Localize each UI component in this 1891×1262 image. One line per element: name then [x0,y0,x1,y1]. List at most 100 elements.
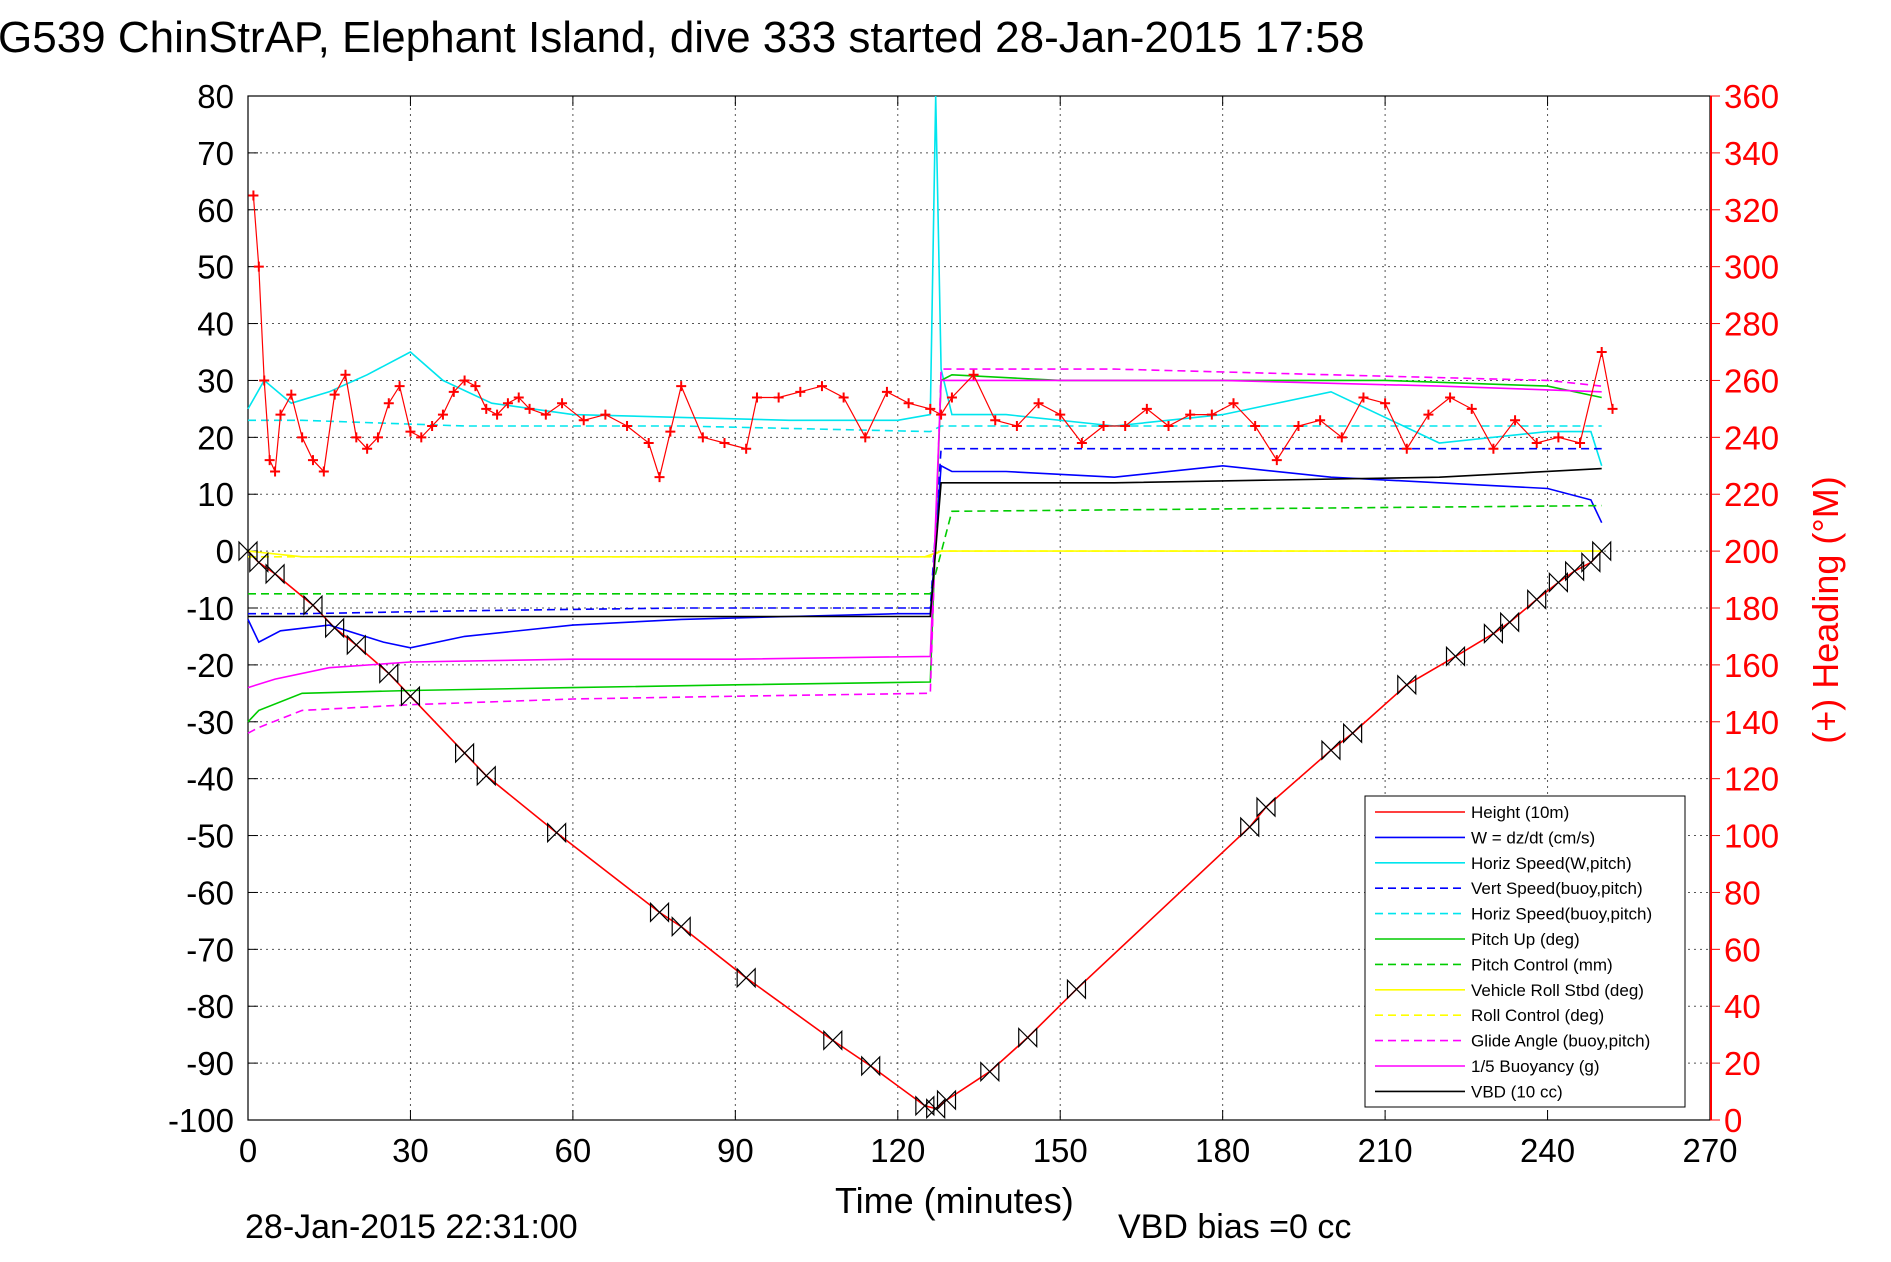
height-marker [454,742,475,764]
legend-entry: VBD (10 cc) [1471,1082,1563,1101]
heading-point [1575,438,1586,449]
heading-point [578,415,589,426]
series-line [247,368,1602,734]
heading-point [1445,392,1456,403]
x-ticks: 0 30 60 90 120 150 180 210 240 270 [239,96,1738,1169]
x-tick-label: 180 [1195,1132,1250,1169]
heading-point [697,432,708,443]
heading-point [259,375,270,386]
legend-entry: Vert Speed(buoy,pitch) [1471,879,1643,898]
heading-point [1271,455,1282,466]
y-tick-label: 30 [197,362,234,399]
x-axis-label: Time (minutes) [835,1180,1074,1221]
legend-box [1364,795,1686,1108]
heading-point [1098,420,1109,431]
height-markers [238,540,1612,1120]
height-marker [249,552,269,573]
heading-point [492,409,503,420]
y-tick-label-right: 360 [1724,78,1779,115]
y-tick-label-right: 180 [1724,590,1779,627]
footer-timestamp: 28-Jan-2015 22:31:00 [245,1208,578,1246]
legend-entry: W = dz/dt (cm/s) [1471,828,1595,847]
height-marker [1565,560,1585,582]
heading-point [622,420,633,431]
height-marker [325,617,345,639]
series-line [248,447,1602,615]
heading-point [1163,420,1174,431]
y-ticks-right: 3603403203002802602402202001801601401201… [1710,78,1779,1139]
y-tick-label: 0 [216,533,234,570]
series-line [248,419,1602,433]
legend-entry: Horiz Speed(buoy,pitch) [1471,905,1652,924]
heading-point [427,420,438,431]
heading-point [1011,420,1022,431]
heading-point [470,381,481,392]
series-line [247,373,1602,723]
height-marker [400,685,421,707]
heading-point [1228,398,1239,409]
height-marker [649,901,670,923]
series-line [248,550,1602,558]
y-tick-label-right: 200 [1724,533,1779,570]
y-tick-label-right: 160 [1724,647,1779,684]
height-marker [1483,623,1504,645]
height-marker [265,563,285,585]
y-tick-label: 50 [197,249,234,286]
height-marker [936,1089,957,1111]
heading-point [1358,392,1369,403]
legend-entry: Horiz Speed(W,pitch) [1471,854,1632,873]
heading-point [1607,403,1618,414]
heading-point [1315,415,1326,426]
heading-point [600,409,611,420]
y-tick-label-right: 300 [1724,249,1779,286]
heading-point [1401,443,1412,454]
y-tick-label: 10 [197,476,234,513]
heading-point [248,190,259,201]
heading-point [459,375,470,386]
heading-point [1141,403,1152,414]
heading-point [990,415,1001,426]
heading-point [968,369,979,380]
heading-point [1293,420,1304,431]
heading-point [741,443,752,454]
legend-entry: Glide Angle (buoy,pitch) [1471,1032,1650,1051]
heading-point [1185,409,1196,420]
heading-point [719,438,730,449]
y-tick-label-right: 280 [1724,306,1779,343]
height-marker [1445,645,1466,667]
height-marker [823,1029,843,1051]
x-tick-label: 60 [555,1132,592,1169]
legend-entry: 1/5 Buoyancy (g) [1471,1057,1600,1076]
series-line [247,464,1603,649]
heading-point [448,386,459,397]
legend: Height (10m) W = dz/dt (cm/s) Horiz Speed(… [1364,795,1686,1108]
heading-point [297,432,308,443]
heading-point [513,392,524,403]
y-tick-label-right: 80 [1724,874,1761,911]
heading-point [540,409,551,420]
y-tick-label-right: 340 [1724,135,1779,172]
height-marker [303,594,323,616]
y-tick-label-right: 260 [1724,362,1779,399]
heading-point [1250,420,1261,431]
x-tick-label: 0 [239,1132,257,1169]
heading-point [1336,432,1347,443]
heading-point [925,403,936,414]
heading-point [946,392,957,403]
y-tick-label-right: 0 [1724,1102,1742,1139]
heading-point [1553,432,1564,443]
heading-point [351,432,362,443]
x-tick-label: 120 [870,1132,925,1169]
height-marker [1321,739,1341,761]
heading-point [557,398,568,409]
heading-point [816,381,827,392]
heading-point [286,389,297,400]
heading-point [773,392,784,403]
y-tick-label: 20 [197,419,234,456]
heading-point [1510,415,1521,426]
x-tick-label: 270 [1682,1132,1737,1169]
heading-point [307,455,318,466]
height-marker [346,634,366,656]
heading-point [437,409,448,420]
